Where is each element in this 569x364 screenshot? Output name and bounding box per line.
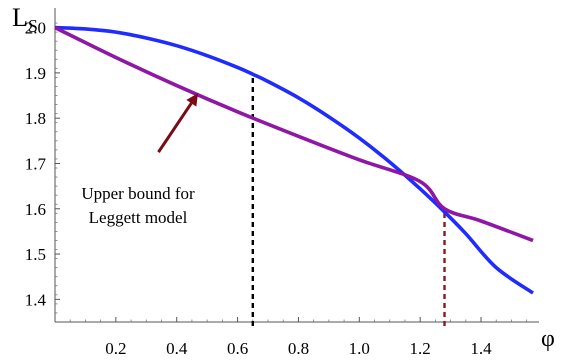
series-group (54, 25, 535, 295)
series-line-1 (54, 25, 534, 243)
y-tick-label-0: 1.4 (25, 290, 47, 309)
x-tick-label-3: 0.8 (288, 339, 309, 358)
annotation-line-2: Leggett model (89, 208, 188, 227)
y-tick-label-5: 1.9 (25, 64, 46, 83)
annotation: Upper bound for Leggett model (81, 93, 199, 227)
reference-lines (251, 74, 446, 326)
y-axis-label-sub: S (28, 16, 38, 36)
axes: 0.2 0.4 0.6 0.8 1.0 1.2 1.4 1.4 1.5 1.6 1.7 1.8 1.9 2… (25, 8, 539, 358)
x-tick-label-1: 0.4 (166, 339, 188, 358)
x-axis-label: φ (541, 326, 555, 352)
annotation-arrow (157, 102, 193, 153)
y-tick-label-1: 1.5 (25, 245, 46, 264)
x-tick-label-6: 1.4 (470, 339, 492, 358)
x-tick-label-4: 1.0 (349, 339, 370, 358)
series-line-0 (54, 25, 535, 295)
annotation-line-1: Upper bound for (81, 184, 195, 203)
y-axis-label-main: L (12, 3, 28, 32)
annotation-arrowhead (186, 93, 199, 107)
y-tick-label-2: 1.6 (25, 200, 46, 219)
x-tick-label-5: 1.2 (410, 339, 431, 358)
x-tick-label-2: 0.6 (227, 339, 248, 358)
y-tick-label-4: 1.8 (25, 109, 46, 128)
x-tick-label-0: 0.2 (105, 339, 126, 358)
y-tick-label-3: 1.7 (25, 154, 47, 173)
y-tick-label-6: 2.0 (25, 19, 46, 38)
y-axis-label: LS (12, 3, 38, 36)
